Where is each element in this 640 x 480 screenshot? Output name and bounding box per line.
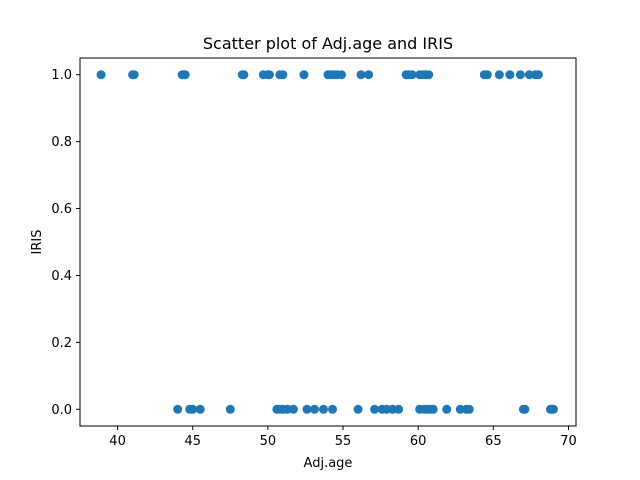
plot-frame [79,57,577,427]
data-point [299,70,309,80]
data-point [318,404,328,414]
data-point [309,404,319,414]
data-point [129,70,139,80]
data-point [494,70,504,80]
y-tick-label: 0.4 [51,269,72,284]
y-tick-label: 1.0 [51,68,72,83]
data-point [464,404,474,414]
data-point [370,404,380,414]
data-point [520,404,530,414]
data-point [264,70,274,80]
data-point [173,404,183,414]
data-point [548,404,558,414]
x-tick-label: 65 [485,434,502,449]
data-point [482,70,492,80]
data-point [533,70,543,80]
x-axis-label: Adj.age [304,456,353,471]
data-point [337,70,347,80]
data-point [239,70,249,80]
data-point [353,404,363,414]
data-point [407,70,417,80]
x-tick-label: 45 [184,434,201,449]
data-point [364,70,374,80]
y-tick-label: 0.8 [51,135,72,150]
x-tick-label: 70 [560,434,577,449]
data-point [515,70,525,80]
data-point [442,404,452,414]
x-tick-label: 55 [335,434,352,449]
data-point [188,404,198,414]
data-point [424,70,434,80]
y-tick-label: 0.2 [51,336,72,351]
data-point [195,404,205,414]
data-point [278,70,288,80]
data-point [394,404,404,414]
x-tick-label: 50 [260,434,277,449]
data-point [428,404,438,414]
data-point [180,70,190,80]
data-point [302,404,312,414]
data-point [356,70,366,80]
data-point [225,404,235,414]
data-point [288,404,298,414]
chart-title: Scatter plot of Adj.age and IRIS [203,34,453,53]
x-tick-label: 60 [410,434,427,449]
x-tick-label: 40 [109,434,126,449]
data-point [505,70,515,80]
data-point [96,70,106,80]
y-axis-label: IRIS [30,230,45,255]
y-tick-label: 0.0 [51,403,72,418]
y-tick-label: 0.6 [51,202,72,217]
plot-area: 40 45 50 55 60 65 70 0.0 0.2 0.4 0.6 0.8 1.0 [51,57,577,449]
data-point [328,404,338,414]
